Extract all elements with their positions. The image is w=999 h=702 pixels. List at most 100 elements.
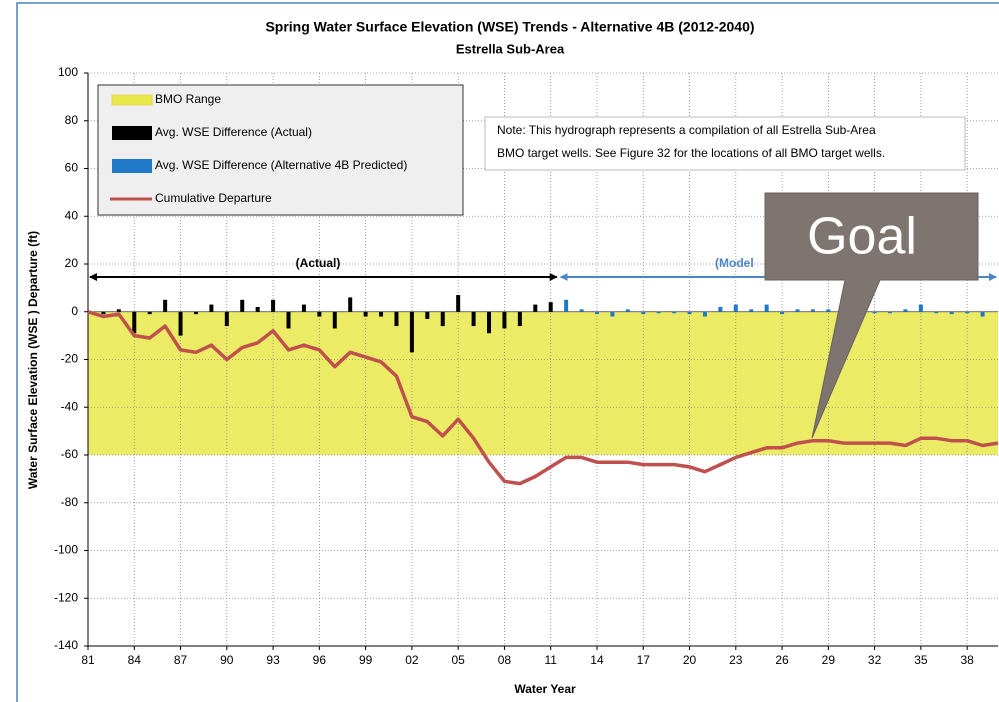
x-tick-label: 32: [868, 653, 882, 667]
bar: [594, 311, 599, 315]
y-tick-label: 60: [65, 161, 79, 175]
bar: [733, 304, 738, 312]
y-tick-label: -140: [54, 638, 78, 652]
x-tick-label: 38: [960, 653, 974, 667]
chart-subtitle: Estrella Sub-Area: [456, 41, 565, 56]
x-tick-label: 17: [637, 653, 651, 667]
bar: [116, 309, 121, 312]
y-tick-label: -40: [61, 399, 79, 413]
x-tick-label: 90: [220, 653, 234, 667]
y-tick-label: 40: [65, 208, 79, 222]
bar: [301, 304, 306, 312]
legend-swatch: [112, 126, 152, 140]
x-tick-label: 05: [451, 653, 465, 667]
legend-label: Avg. WSE Difference (Actual): [155, 125, 312, 139]
bar: [363, 311, 368, 317]
x-tick-label: 35: [914, 653, 928, 667]
annotation: (Actual): [296, 256, 341, 270]
bar: [918, 304, 923, 312]
x-tick-label: 99: [359, 653, 373, 667]
bar: [379, 311, 384, 317]
bar: [903, 309, 908, 312]
bar: [810, 309, 815, 312]
bar: [548, 302, 553, 312]
bar: [872, 311, 877, 314]
bar: [456, 295, 461, 312]
chart-title: Spring Water Surface Elevation (WSE) Tre…: [265, 19, 754, 35]
y-tick-label: 80: [65, 113, 79, 127]
x-tick-label: 93: [266, 653, 280, 667]
bar: [780, 311, 785, 315]
bar: [193, 311, 198, 315]
bar: [317, 311, 322, 317]
bar: [147, 311, 152, 315]
x-tick-label: 81: [81, 653, 95, 667]
bar: [564, 299, 569, 312]
x-tick-label: 23: [729, 653, 743, 667]
x-tick-label: 14: [590, 653, 604, 667]
y-axis-label: Water Surface Elevation (WSE ) Departure…: [26, 231, 40, 489]
bar: [980, 311, 985, 317]
bar: [409, 311, 414, 353]
bar: [610, 311, 615, 317]
frame: [16, 2, 999, 702]
bar: [348, 297, 353, 312]
note-box: [484, 116, 966, 171]
bar: [702, 311, 707, 317]
bar: [533, 304, 538, 312]
goal-label: Goal: [807, 208, 917, 266]
y-tick-label: 20: [65, 256, 79, 270]
bar: [672, 311, 677, 314]
bar: [425, 311, 430, 319]
legend-label: Avg. WSE Difference (Alternative 4B Pred…: [155, 158, 407, 172]
bar: [826, 309, 831, 312]
bar: [625, 309, 630, 312]
bar: [224, 311, 229, 327]
y-tick-label: -80: [61, 495, 79, 509]
x-tick-label: 08: [498, 653, 512, 667]
x-tick-label: 29: [822, 653, 836, 667]
x-axis-label: Water Year: [514, 682, 576, 696]
y-tick-label: -100: [54, 543, 78, 557]
bar: [718, 306, 723, 312]
bar: [502, 311, 507, 329]
legend-swatch: [111, 94, 153, 106]
x-tick-label: 87: [174, 653, 188, 667]
bar: [965, 311, 970, 314]
legend-label: BMO Range: [155, 92, 221, 106]
bar: [394, 311, 399, 327]
bar: [209, 304, 214, 312]
bar: [487, 311, 492, 334]
goal-callout: [764, 192, 979, 439]
legend-swatch: [112, 159, 152, 173]
x-tick-label: 02: [405, 653, 419, 667]
bar: [764, 304, 769, 312]
bar: [178, 311, 183, 336]
bar: [286, 311, 291, 329]
x-tick-label: 20: [683, 653, 697, 667]
bmo-band: [88, 311, 998, 455]
bar: [101, 311, 106, 315]
x-tick-label: 84: [128, 653, 142, 667]
x-tick-label: 96: [313, 653, 327, 667]
y-tick-label: 0: [71, 304, 78, 318]
bar: [471, 311, 476, 327]
y-tick-label: -120: [54, 590, 78, 604]
bar: [795, 309, 800, 312]
legend-label: Cumulative Departure: [155, 191, 272, 205]
bar: [687, 311, 692, 315]
bar: [934, 311, 939, 314]
y-tick-label: -20: [61, 352, 79, 366]
bar: [240, 299, 245, 312]
x-tick-label: 11: [544, 653, 557, 667]
y-tick-label: -60: [61, 447, 79, 461]
bar: [255, 306, 260, 312]
note-text: Note: This hydrograph represents a compi…: [497, 123, 876, 137]
y-tick-label: 100: [58, 65, 78, 79]
bar: [579, 309, 584, 312]
bar: [888, 311, 893, 314]
bar: [163, 299, 168, 312]
x-tick-label: 26: [775, 653, 789, 667]
bar: [949, 311, 954, 315]
